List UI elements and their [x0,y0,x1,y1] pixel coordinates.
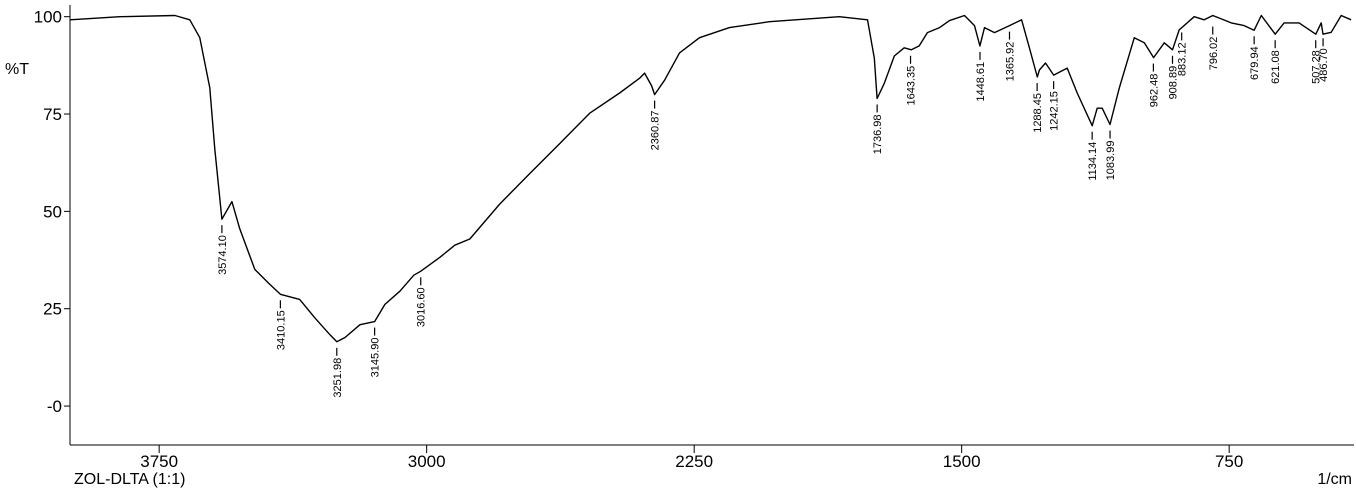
peak-label: 507.28 [1311,50,1323,84]
y-tick-label: -0 [47,397,62,416]
x-tick-label: 3000 [408,452,446,471]
peak-label: 883.12 [1177,42,1189,76]
peak-label: 796.02 [1208,37,1220,71]
peak-label: 3410.15 [275,310,287,350]
peak-label: 3574.10 [217,235,229,275]
peak-label: 1242.15 [1049,91,1061,131]
y-axis-label: %T [5,61,29,78]
peak-label: 3016.60 [416,287,428,327]
peak-label: 1643.35 [906,66,918,106]
peak-label: 1083.99 [1105,141,1117,181]
peak-label: 486.70 [1318,48,1330,82]
peak-label: 1288.45 [1032,93,1044,133]
peak-label: 3251.98 [332,358,344,398]
peak-label: 1365.92 [1004,42,1016,82]
peak-label: 1736.98 [872,114,884,154]
y-tick-label: 100 [34,8,62,27]
spectrum-line [69,14,1352,343]
x-tick-label: 1500 [943,452,981,471]
x-tick-label: 750 [1215,452,1243,471]
peak-label: 962.48 [1148,74,1160,108]
y-tick-label: 50 [43,202,62,221]
x-tick-label: 2250 [675,452,713,471]
x-axis-label: 1/cm [1317,471,1352,488]
x-tick-label: 3750 [140,452,178,471]
peak-label: 908.89 [1167,66,1179,100]
y-tick-label: 75 [43,105,62,124]
peak-label: 2360.87 [650,111,662,151]
peak-label: 621.08 [1270,50,1282,84]
peak-label: 679.94 [1249,46,1261,80]
peak-label: 1134.14 [1087,142,1099,181]
y-tick-label: 25 [43,300,62,319]
chart-title: ZOL-DLTA (1:1) [74,471,185,488]
peak-label: 1448.61 [975,62,987,102]
peak-label: 3145.90 [370,338,382,378]
